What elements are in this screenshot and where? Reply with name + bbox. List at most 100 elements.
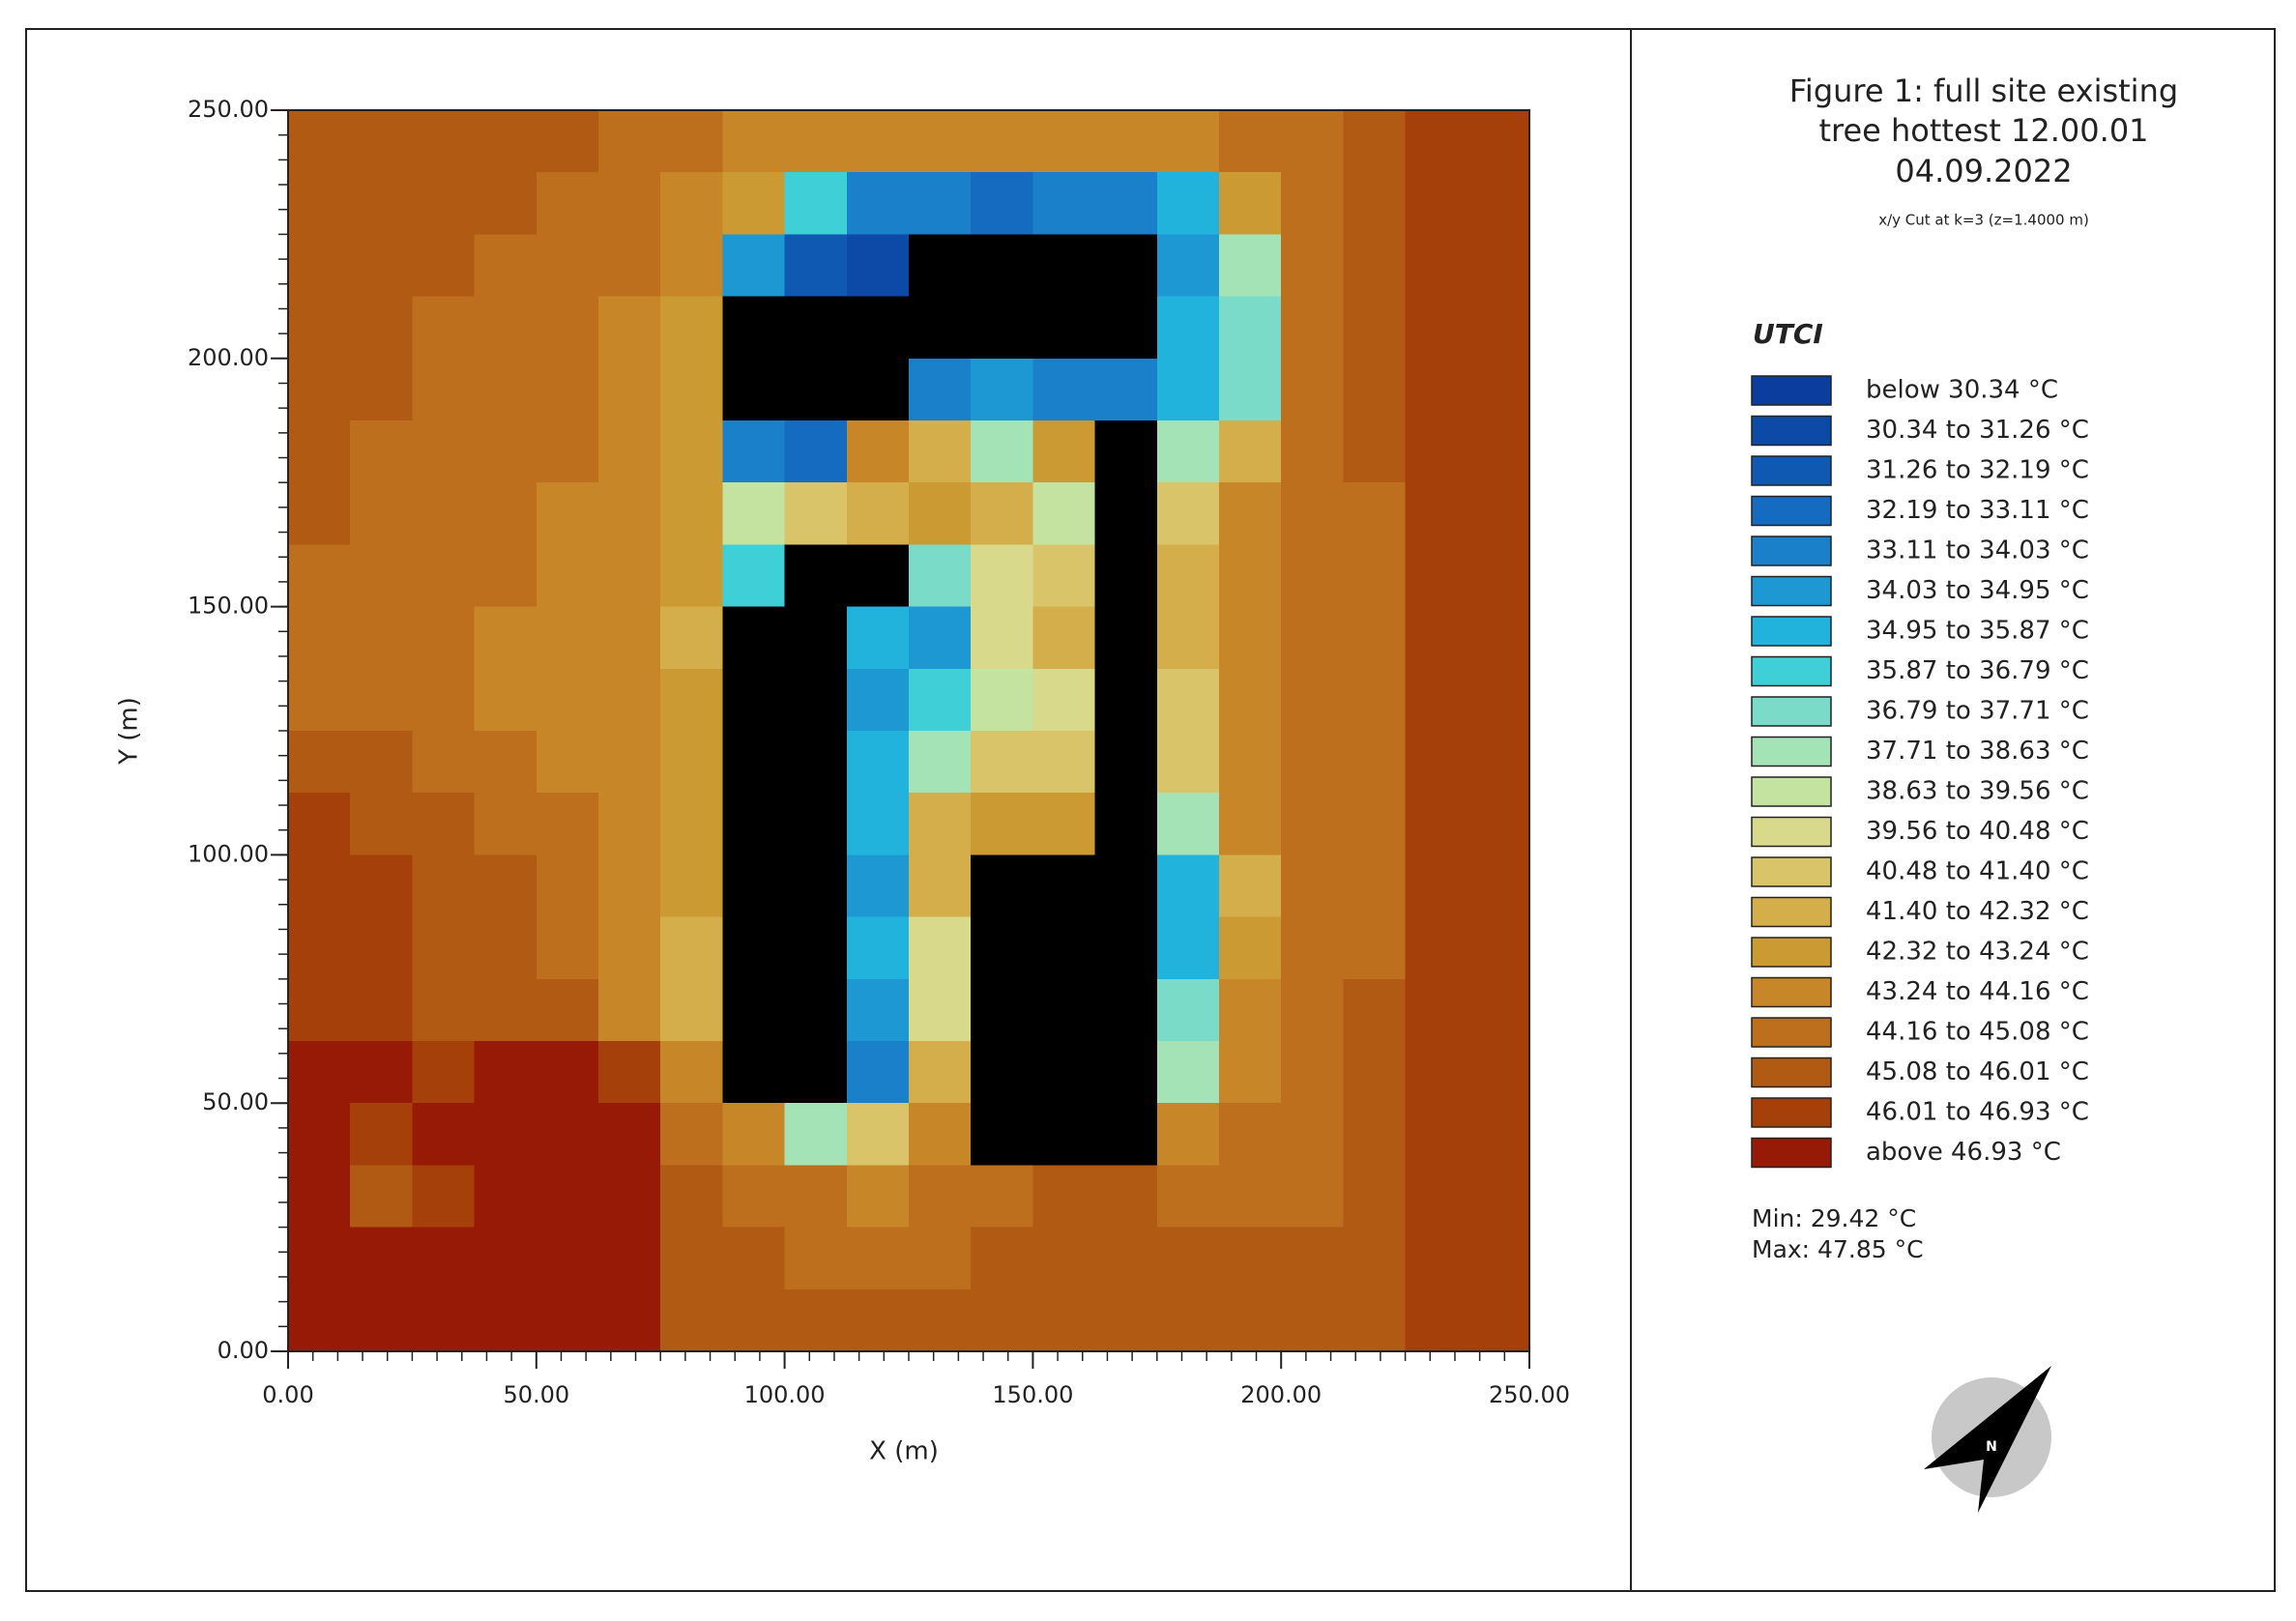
heat-cell: [1281, 731, 1344, 794]
heat-cell: [288, 916, 351, 980]
heat-cell: [536, 544, 599, 608]
heat-cell: [1094, 110, 1158, 173]
heat-cell: [909, 110, 972, 173]
heat-cell: [412, 110, 476, 173]
heat-cell: [1156, 854, 1220, 918]
heat-cell: [846, 916, 910, 980]
heat-cell: [909, 1227, 972, 1290]
legend-label: 39.56 to 40.48 °C: [1866, 817, 2089, 846]
compass-label: N: [1986, 1439, 1997, 1455]
heat-cell: [1032, 668, 1096, 732]
heat-cell: [846, 110, 910, 173]
y-axis-label: Y (m): [115, 697, 144, 766]
heat-cell: [1156, 420, 1220, 483]
heat-cell: [1343, 606, 1407, 670]
heat-cell: [909, 358, 972, 421]
heat-cell: [1467, 606, 1530, 670]
heat-cell: [1156, 358, 1220, 421]
heat-cell: [1156, 1103, 1220, 1166]
heat-cell: [1281, 358, 1344, 421]
heat-cell: [846, 296, 910, 360]
heat-cell: [598, 482, 661, 545]
heat-cell: [660, 482, 723, 545]
heat-cell: [1094, 420, 1158, 483]
heat-cell: [1219, 482, 1282, 545]
heat-cell: [598, 731, 661, 794]
heat-cell: [846, 668, 910, 732]
heat-cell: [288, 1288, 351, 1352]
heat-cell: [1094, 234, 1158, 298]
heat-cell: [846, 544, 910, 608]
heat-cell: [1094, 482, 1158, 545]
heat-cell: [412, 420, 476, 483]
heat-cell: [288, 1041, 351, 1104]
heatmap: [288, 110, 1530, 1352]
heat-cell: [784, 172, 848, 235]
heat-cell: [722, 668, 786, 732]
heat-cell: [722, 358, 786, 421]
heat-cell: [909, 916, 972, 980]
heat-cell: [1281, 296, 1344, 360]
heat-cell: [1405, 793, 1468, 855]
heat-cell: [288, 668, 351, 732]
heat-cell: [288, 1103, 351, 1166]
legend-label: below 30.34 °C: [1866, 376, 2058, 405]
heat-cell: [1281, 1041, 1344, 1104]
legend-label: 32.19 to 33.11 °C: [1866, 496, 2089, 525]
heat-cell: [909, 978, 972, 1042]
heat-cell: [660, 1288, 723, 1352]
legend-label: 38.63 to 39.56 °C: [1866, 777, 2089, 806]
heat-cell: [536, 793, 599, 855]
heat-cell: [474, 1041, 538, 1104]
heat-cell: [660, 1165, 723, 1229]
heat-cell: [474, 296, 538, 360]
heat-cell: [971, 668, 1033, 732]
heat-cell: [412, 606, 476, 670]
heat-cell: [536, 1041, 599, 1104]
heat-cell: [412, 1041, 476, 1104]
heat-cell: [909, 793, 972, 855]
heat-cell: [412, 482, 476, 545]
legend-swatch: [1751, 616, 1832, 647]
heat-cell: [1219, 1041, 1282, 1104]
heat-cell: [1405, 1227, 1468, 1290]
heat-cell: [1467, 110, 1530, 173]
legend-swatch: [1751, 776, 1832, 807]
heat-cell: [1032, 1227, 1096, 1290]
heat-cell: [784, 1041, 848, 1104]
heat-cell: [536, 358, 599, 421]
heat-cell: [971, 978, 1033, 1042]
heat-cell: [350, 731, 413, 794]
heat-cell: [846, 1227, 910, 1290]
heat-cell: [1219, 420, 1282, 483]
title-line: 04.09.2022: [1895, 153, 2072, 189]
heat-cell: [1281, 606, 1344, 670]
heat-cell: [536, 110, 599, 173]
heat-cell: [350, 1165, 413, 1229]
heat-cell: [722, 793, 786, 855]
heat-cell: [1094, 731, 1158, 794]
heat-cell: [412, 172, 476, 235]
heat-cell: [722, 420, 786, 483]
heat-cell: [1156, 668, 1220, 732]
heat-cell: [1405, 731, 1468, 794]
heat-cell: [722, 1165, 786, 1229]
legend-label: 31.26 to 32.19 °C: [1866, 456, 2089, 485]
legend-label: 41.40 to 42.32 °C: [1866, 897, 2089, 926]
legend-swatch: [1751, 696, 1832, 727]
heat-cell: [846, 1165, 910, 1229]
heat-cell: [1032, 358, 1096, 421]
heat-cell: [412, 234, 476, 298]
heat-cell: [660, 358, 723, 421]
heat-cell: [1405, 482, 1468, 545]
heat-cell: [536, 420, 599, 483]
heat-cell: [350, 1041, 413, 1104]
heat-cell: [722, 172, 786, 235]
heat-cell: [1405, 1103, 1468, 1166]
heat-cell: [846, 234, 910, 298]
heat-cell: [971, 731, 1033, 794]
heat-cell: [288, 420, 351, 483]
heat-cell: [846, 731, 910, 794]
heat-cell: [971, 296, 1033, 360]
heat-cell: [722, 544, 786, 608]
